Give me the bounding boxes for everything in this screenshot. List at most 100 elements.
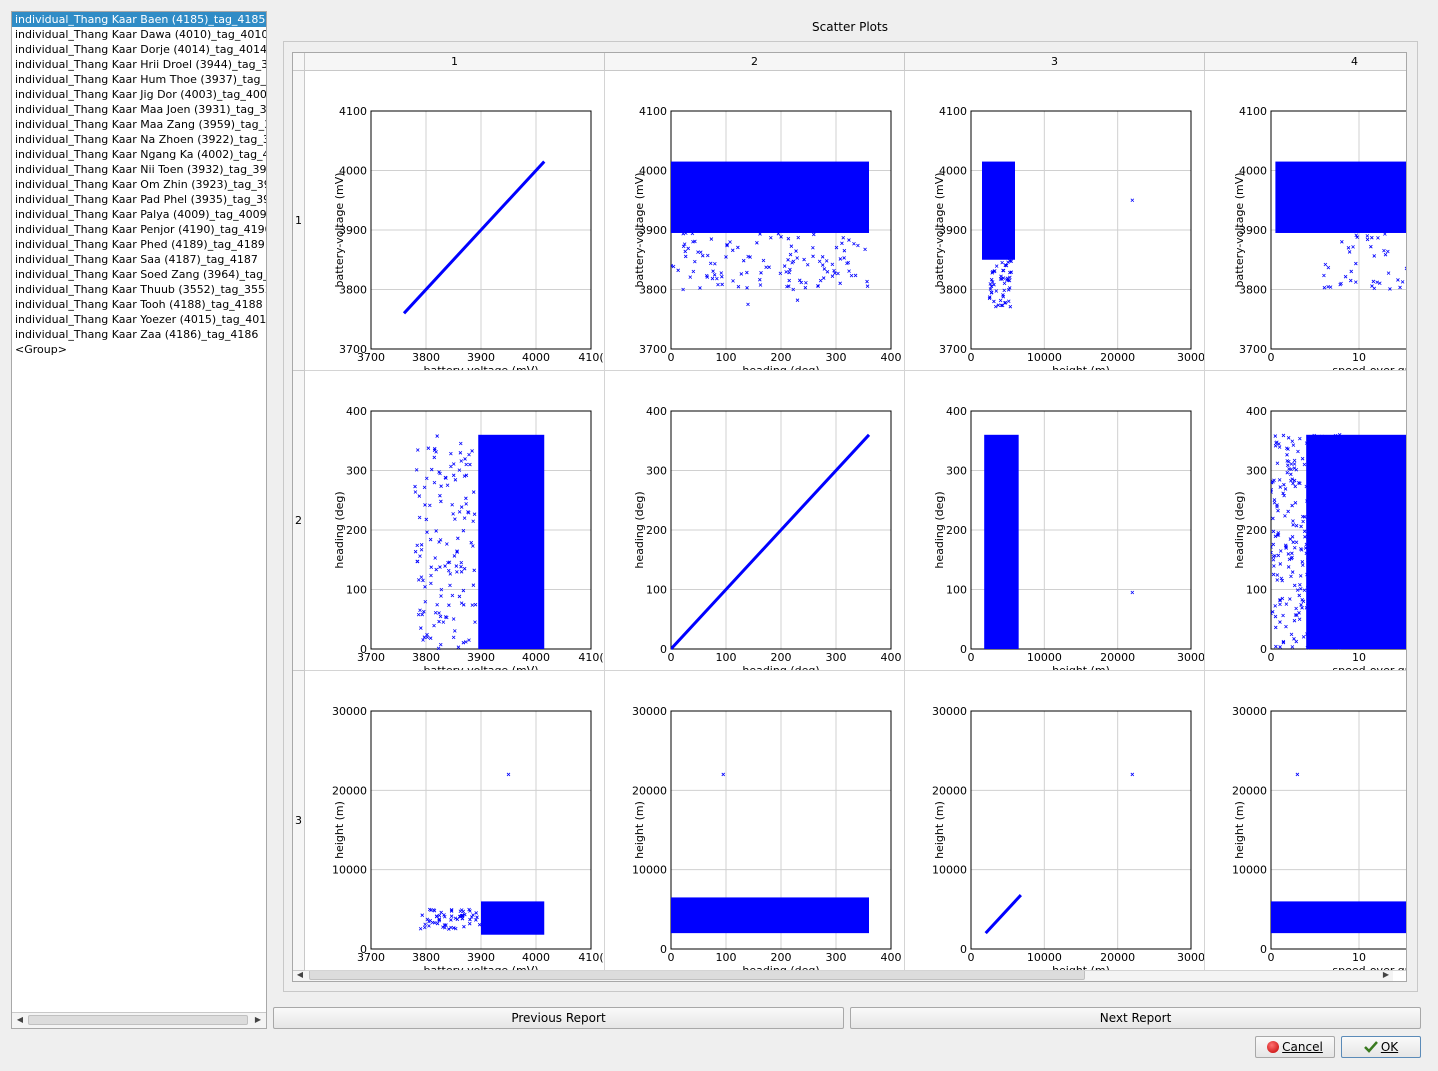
data-point [724, 255, 728, 259]
next-report-button[interactable]: Next Report [850, 1007, 1421, 1029]
data-point [794, 249, 798, 253]
list-item[interactable]: individual_Thang Kaar Maa Joen (3931)_ta… [15, 103, 266, 116]
scroll-right-arrow-icon[interactable]: ▶ [254, 1015, 262, 1024]
list-item[interactable]: individual_Thang Kaar Yoezer (4015)_tag_… [15, 313, 266, 326]
list-item[interactable]: individual_Thang Kaar Dawa (4010)_tag_40… [15, 28, 266, 41]
list-item[interactable]: individual_Thang Kaar Tooh (4188)_tag_41… [15, 298, 263, 311]
data-point [758, 232, 762, 236]
list-item[interactable]: individual_Thang Kaar Phed (4189)_tag_41… [15, 238, 265, 251]
data-point [1335, 538, 1340, 542]
data-point [1273, 534, 1278, 539]
data-point [472, 568, 477, 573]
y-tick-label: 10000 [1232, 864, 1267, 877]
list-item[interactable]: individual_Thang Kaar Na Zhoen (3922)_ta… [15, 133, 266, 146]
previous-report-button[interactable]: Previous Report [273, 1007, 844, 1029]
column-header[interactable]: 2 [605, 53, 905, 71]
data-point [719, 271, 724, 275]
data-point [989, 290, 994, 295]
data-point [795, 256, 799, 260]
data-point [1302, 529, 1307, 534]
scatter-plot-svg: 0102037003800390040004100speed-over-grou… [1233, 105, 1406, 370]
data-point [424, 517, 429, 522]
data-point [432, 908, 437, 913]
row-header[interactable]: 2 [293, 371, 305, 671]
column-header[interactable]: 4 [1205, 53, 1406, 71]
scroll-left-arrow-icon[interactable]: ◀ [296, 970, 304, 979]
column-header[interactable]: 1 [305, 53, 605, 71]
list-item[interactable]: individual_Thang Kaar Penjor (4190)_tag_… [15, 223, 266, 236]
data-point [691, 239, 695, 244]
data-point [1007, 286, 1012, 290]
y-tick-label: 0 [960, 643, 967, 656]
data-point [438, 565, 442, 569]
cancel-button[interactable]: Cancel [1255, 1036, 1335, 1058]
list-item[interactable]: individual_Thang Kaar Om Zhin (3923)_tag… [15, 178, 266, 191]
data-point [418, 608, 422, 613]
data-point [1320, 457, 1325, 461]
list-horizontal-scrollbar[interactable]: ◀ ▶ [12, 1012, 266, 1028]
list-item[interactable]: individual_Thang Kaar Nii Toen (3932)_ta… [15, 163, 266, 176]
y-axis-label: heading (deg) [333, 491, 346, 568]
data-point [441, 925, 445, 929]
data-point [1351, 245, 1355, 249]
list-scroll-thumb[interactable] [28, 1015, 248, 1025]
data-point [1333, 433, 1338, 438]
x-tick-label: 4000 [522, 351, 550, 364]
data-point [434, 529, 438, 533]
data-point [439, 499, 443, 504]
data-point [1321, 613, 1325, 618]
data-point [988, 287, 993, 291]
x-axis-label: speed-over-groun [1332, 664, 1407, 671]
data-point [1337, 496, 1341, 501]
list-item[interactable]: individual_Thang Kaar Pad Phel (3935)_ta… [15, 193, 266, 206]
plot-frame [970, 710, 1192, 950]
list-item[interactable]: individual_Thang Kaar Dorje (4014)_tag_4… [15, 43, 266, 56]
data-point [1305, 604, 1310, 608]
x-axis-label: heading (deg) [742, 964, 819, 971]
list-item[interactable]: individual_Thang Kaar Maa Zang (3959)_ta… [15, 118, 266, 131]
row-header[interactable]: 3 [293, 671, 305, 971]
data-point [1277, 445, 1282, 449]
list-item[interactable]: individual_Thang Kaar Zaa (4186)_tag_418… [15, 328, 259, 341]
data-point [725, 243, 729, 248]
data-point [713, 261, 717, 266]
data-point [1365, 234, 1370, 238]
data-point [830, 274, 835, 278]
data-points [1275, 161, 1406, 291]
x-tick-label: 10 [1352, 651, 1366, 664]
individual-list-panel: individual_Thang Kaar Baen (4185)_tag_41… [11, 11, 267, 1029]
data-point [1327, 542, 1332, 546]
list-item[interactable]: individual_Thang Kaar Thuub (3552)_tag_3… [15, 283, 266, 296]
scatter-plot-svg: 3700 3800 3900 4000 410(0 100 200 300 400 battery… [333, 405, 604, 670]
data-point [461, 528, 466, 533]
data-point [1333, 528, 1338, 532]
data-point [805, 262, 810, 267]
x-axis-label: height (m) [1052, 364, 1110, 371]
scatter-plot-battery-voltage-vs-speed-over-ground: 0102037003800390040004100speed-over-grou… [1205, 71, 1406, 371]
individual-list[interactable]: individual_Thang Kaar Baen (4185)_tag_41… [12, 12, 266, 1012]
list-item[interactable]: individual_Thang Kaar Baen (4185)_tag_41… [12, 12, 266, 27]
data-point [1326, 488, 1330, 493]
row-header[interactable]: 1 [293, 71, 305, 371]
scroll-right-arrow-icon[interactable]: ▶ [1382, 970, 1390, 979]
ok-button[interactable]: OK [1341, 1036, 1421, 1058]
list-item[interactable]: individual_Thang Kaar Hrii Droel (3944)_… [15, 58, 266, 71]
list-item[interactable]: individual_Thang Kaar Palya (4009)_tag_4… [15, 208, 266, 221]
data-point [439, 587, 444, 592]
scroll-left-arrow-icon[interactable]: ◀ [16, 1015, 24, 1024]
data-point [1297, 617, 1302, 622]
list-item[interactable]: individual_Thang Kaar Jig Dor (4003)_tag… [15, 88, 266, 101]
list-item[interactable]: <Group> [15, 343, 67, 356]
data-point [1329, 600, 1334, 604]
list-item[interactable]: individual_Thang Kaar Hum Thoe (3937)_ta… [15, 73, 266, 86]
list-item[interactable]: individual_Thang Kaar Ngang Ka (4002)_ta… [15, 148, 266, 161]
data-point [1330, 450, 1335, 454]
data-points [984, 772, 1135, 935]
list-item[interactable]: individual_Thang Kaar Saa (4187)_tag_418… [15, 253, 258, 266]
y-tick-label: 0 [960, 943, 967, 956]
data-point [776, 231, 781, 236]
list-item[interactable]: individual_Thang Kaar Soed Zang (3964)_t… [15, 268, 266, 281]
data-point [863, 247, 867, 252]
column-header[interactable]: 3 [905, 53, 1205, 71]
data-point [474, 911, 478, 915]
